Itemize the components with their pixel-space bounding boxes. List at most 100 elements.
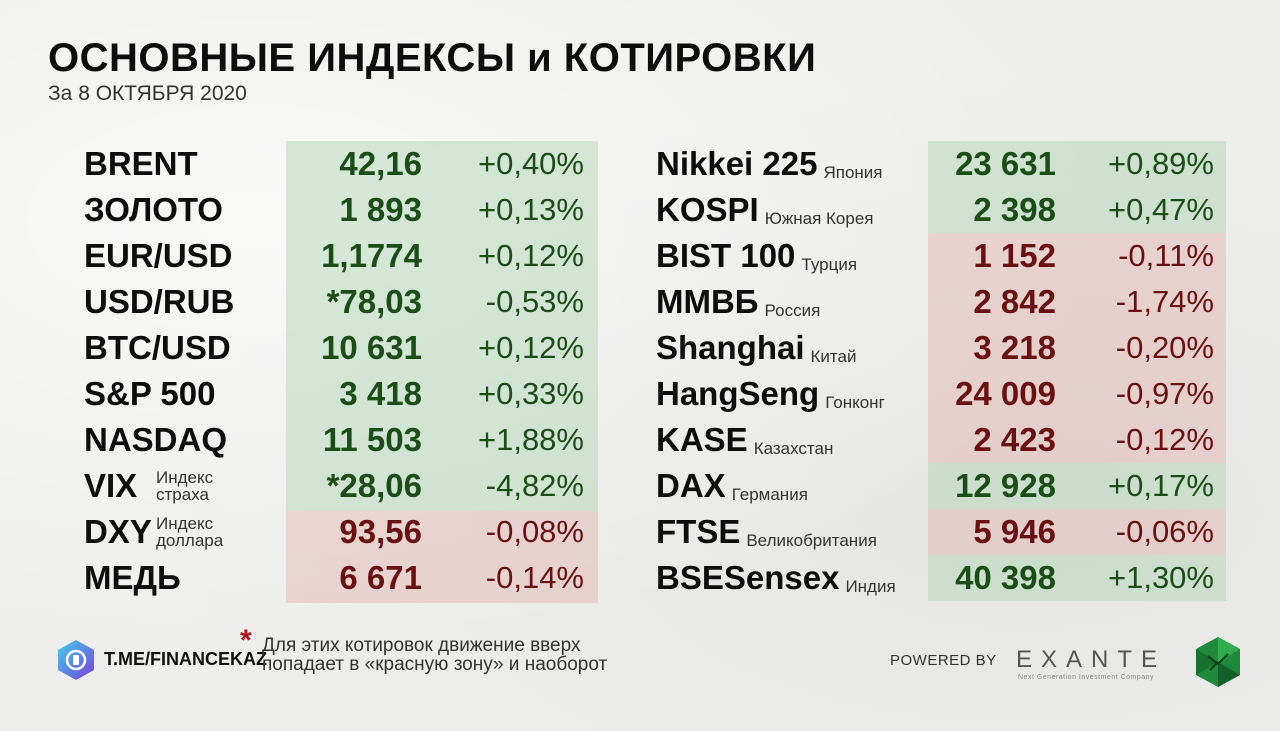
quote-row: VIX Индекс страха *28,06 -4,82% — [84, 463, 594, 509]
quote-value: 24 009 — [955, 375, 1056, 412]
instrument-descriptor: Индекс страха — [156, 469, 213, 503]
instrument-label: Nikkei 225 — [656, 145, 818, 182]
quote-row: ЗОЛОТО 1 893 +0,13% — [84, 187, 594, 233]
instrument-region: Гонконг — [825, 393, 885, 412]
instrument-region: Южная Корея — [764, 209, 874, 228]
quote-row: BTC/USD 10 631 +0,12% — [84, 325, 594, 371]
quote-row: KOSPI Южная Корея 2 398 +0,47% — [656, 187, 1222, 233]
instrument-label: ММВБ — [656, 283, 759, 320]
left-up-zone — [286, 141, 598, 511]
instrument-name: МЕДЬ — [84, 555, 181, 601]
quote-row: Shanghai Китай 3 218 -0,20% — [656, 325, 1222, 371]
instrument-label: МЕДЬ — [84, 559, 181, 596]
instrument-name: VIX — [84, 463, 137, 509]
instrument-label: VIX — [84, 467, 138, 504]
instrument-region: Индия — [845, 577, 896, 596]
quote-value: 40 398 — [955, 559, 1056, 596]
quote-change: +0,40% — [477, 146, 584, 181]
quote-row: ММВБ Россия 2 842 -1,74% — [656, 279, 1222, 325]
quote-value: 6 671 — [339, 559, 422, 596]
instrument-region: Казахстан — [753, 439, 834, 458]
page-subtitle: За 8 ОКТЯБРЯ 2020 — [48, 82, 247, 105]
instrument-label: BTC/USD — [84, 329, 231, 366]
instrument-region: Турция — [801, 255, 858, 274]
channel-link[interactable]: T.ME/FINANCEKAZ — [104, 649, 267, 669]
instrument-name: HangSeng Гонконг — [656, 371, 885, 417]
brand-tagline: Next Generation Investment Company — [1018, 674, 1155, 681]
instrument-name: ЗОЛОТО — [84, 187, 223, 233]
instrument-region: Великобритания — [746, 531, 877, 550]
quote-change: +1,88% — [477, 422, 584, 457]
instrument-label: BSESensex — [656, 559, 840, 596]
quote-row: DXY Индекс доллара 93,56 -0,08% — [84, 509, 594, 555]
finance-channel-logo-icon[interactable] — [54, 638, 98, 682]
instrument-label: Shanghai — [656, 329, 805, 366]
right-up-zone-1 — [928, 141, 1226, 233]
instrument-label: KOSPI — [656, 191, 759, 228]
quote-row: DAX Германия 12 928 +0,17% — [656, 463, 1222, 509]
quote-row: NASDAQ 11 503 +1,88% — [84, 417, 594, 463]
quote-value: *78,03 — [326, 283, 422, 320]
instrument-region: Россия — [764, 301, 821, 320]
quote-change: -0,53% — [485, 284, 584, 319]
right-up-zone-2 — [928, 463, 1226, 509]
quote-change: -0,14% — [485, 560, 584, 595]
quote-value: 2 398 — [973, 191, 1056, 228]
instrument-name: BTC/USD — [84, 325, 231, 371]
quote-value: 2 842 — [973, 283, 1056, 320]
quote-row: KASE Казахстан 2 423 -0,12% — [656, 417, 1222, 463]
instrument-label: KASE — [656, 421, 748, 458]
left-down-zone — [286, 511, 598, 603]
instrument-label: BRENT — [84, 145, 198, 182]
quote-change: -1,74% — [1115, 284, 1214, 319]
exante-logo-icon — [1196, 637, 1240, 687]
instrument-name: USD/RUB — [84, 279, 234, 325]
quote-value: 10 631 — [321, 329, 422, 366]
instrument-label: HangSeng — [656, 375, 820, 412]
powered-by-label: POWERED BY — [890, 652, 997, 669]
quote-row: S&P 500 3 418 +0,33% — [84, 371, 594, 417]
quote-value: 1 152 — [973, 237, 1056, 274]
quote-row: BIST 100 Турция 1 152 -0,11% — [656, 233, 1222, 279]
quote-value: 93,56 — [339, 513, 422, 550]
right-down-zone-1 — [928, 233, 1226, 463]
instrument-name: KASE Казахстан — [656, 417, 833, 463]
quote-value: 12 928 — [955, 467, 1056, 504]
quote-change: -0,08% — [485, 514, 584, 549]
instrument-label: DAX — [656, 467, 726, 504]
quote-change: +0,17% — [1107, 468, 1214, 503]
quote-row: BRENT 42,16 +0,40% — [84, 141, 594, 187]
instrument-region: Германия — [731, 485, 808, 504]
quote-value: *28,06 — [326, 467, 422, 504]
instrument-label: USD/RUB — [84, 283, 235, 320]
quote-value: 2 423 — [973, 421, 1056, 458]
instrument-label: S&P 500 — [84, 375, 216, 412]
quote-change: +0,89% — [1107, 146, 1214, 181]
quote-row: USD/RUB *78,03 -0,53% — [84, 279, 594, 325]
quote-change: +0,33% — [477, 376, 584, 411]
quote-value: 1 893 — [339, 191, 422, 228]
quote-change: -0,06% — [1115, 514, 1214, 549]
instrument-label: BIST 100 — [656, 237, 796, 274]
instrument-label: ЗОЛОТО — [84, 191, 223, 228]
quote-change: +0,13% — [477, 192, 584, 227]
quote-change: +1,30% — [1107, 560, 1214, 595]
quote-row: FTSE Великобритания 5 946 -0,06% — [656, 509, 1222, 555]
instrument-name: BRENT — [84, 141, 198, 187]
quote-value: 23 631 — [955, 145, 1056, 182]
quote-value: 11 503 — [322, 421, 422, 458]
quote-row: Nikkei 225 Япония 23 631 +0,89% — [656, 141, 1222, 187]
quote-value: 1,1774 — [321, 237, 422, 274]
quote-value: 5 946 — [973, 513, 1056, 550]
instrument-name: BIST 100 Турция — [656, 233, 857, 279]
descriptor-line-1: Индекс — [156, 468, 214, 487]
instrument-name: BSESensex Индия — [656, 555, 896, 601]
quote-change: -4,82% — [485, 468, 584, 503]
instrument-name: FTSE Великобритания — [656, 509, 877, 555]
quote-row: HangSeng Гонконг 24 009 -0,97% — [656, 371, 1222, 417]
instrument-name: NASDAQ — [84, 417, 227, 463]
instrument-label: DXY — [84, 513, 152, 550]
quote-change: +0,12% — [477, 238, 584, 273]
instrument-name: DXY — [84, 509, 152, 555]
quote-change: -0,20% — [1115, 330, 1214, 365]
